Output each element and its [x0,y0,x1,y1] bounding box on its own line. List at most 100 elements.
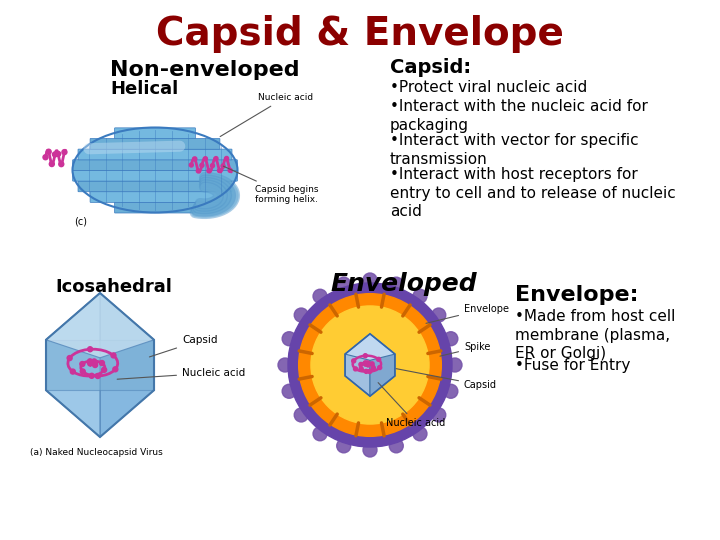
Circle shape [390,277,403,291]
Circle shape [363,443,377,457]
Circle shape [278,358,292,372]
Text: (a) Naked Nucleocapsid Virus: (a) Naked Nucleocapsid Virus [30,448,163,457]
Circle shape [210,164,215,167]
Text: Envelope:: Envelope: [515,285,639,305]
Circle shape [366,363,370,367]
Circle shape [377,357,381,361]
Circle shape [351,359,356,363]
Text: Icosahedral: Icosahedral [55,278,172,296]
Polygon shape [46,340,154,390]
Circle shape [359,367,363,371]
Circle shape [378,366,382,369]
Circle shape [366,361,369,365]
Circle shape [370,362,374,366]
Text: •Interact with host receptors for
entry to cell and to release of nucleic
acid: •Interact with host receptors for entry … [390,167,676,219]
Circle shape [197,169,200,173]
Circle shape [113,367,118,372]
Circle shape [95,374,100,379]
Circle shape [337,439,351,453]
Circle shape [354,367,358,371]
Circle shape [366,362,370,366]
Circle shape [364,361,367,365]
Text: Capsid: Capsid [396,369,497,390]
FancyBboxPatch shape [114,202,195,213]
FancyBboxPatch shape [90,192,220,202]
Text: Envelope: Envelope [426,303,509,323]
Circle shape [93,362,98,368]
Circle shape [359,362,363,367]
Polygon shape [345,334,370,396]
Circle shape [200,163,204,167]
Text: Capsid begins
forming helix.: Capsid begins forming helix. [223,166,318,205]
Circle shape [432,408,446,422]
Circle shape [80,361,85,367]
Circle shape [71,369,76,374]
Circle shape [313,289,327,303]
Circle shape [413,289,427,303]
Circle shape [444,332,458,346]
Circle shape [111,353,116,358]
FancyBboxPatch shape [78,149,232,160]
Polygon shape [100,293,154,437]
Circle shape [88,359,92,364]
Text: Nucleic acid: Nucleic acid [220,93,313,137]
Circle shape [448,358,462,372]
Circle shape [43,155,48,160]
Circle shape [49,161,54,166]
Circle shape [363,273,377,287]
Circle shape [55,151,60,157]
Text: Non-enveloped: Non-enveloped [110,60,300,80]
Circle shape [80,369,85,374]
Text: •Made from host cell
membrane (plasma,
ER or Golgi): •Made from host cell membrane (plasma, E… [515,309,675,361]
Circle shape [207,169,211,173]
Circle shape [62,150,67,154]
Text: Capsid & Envelope: Capsid & Envelope [156,15,564,53]
Text: Nucleic acid: Nucleic acid [378,383,446,429]
Circle shape [204,157,207,161]
FancyBboxPatch shape [90,138,220,149]
Text: (c): (c) [74,217,88,226]
Circle shape [217,168,222,173]
Circle shape [89,373,94,379]
Circle shape [288,283,452,447]
Circle shape [88,361,93,366]
Circle shape [364,362,367,366]
Text: •Protect viral nucleic acid: •Protect viral nucleic acid [390,80,588,95]
Circle shape [67,355,72,361]
Polygon shape [370,334,395,396]
Circle shape [59,161,64,167]
Circle shape [221,164,225,168]
Polygon shape [345,334,395,360]
Circle shape [444,384,458,399]
Circle shape [368,369,372,374]
Polygon shape [46,293,100,437]
Circle shape [364,369,368,373]
Polygon shape [46,293,100,437]
Text: Nucleic acid: Nucleic acid [117,368,246,379]
Text: Spike: Spike [440,342,490,356]
Circle shape [53,152,58,157]
Circle shape [228,168,232,172]
Circle shape [193,157,197,161]
Circle shape [313,427,327,441]
Text: •Interact with vector for specific
transmission: •Interact with vector for specific trans… [390,133,639,167]
Circle shape [390,439,403,453]
Circle shape [282,384,296,399]
Circle shape [88,347,93,352]
Circle shape [311,306,429,424]
Circle shape [337,277,351,291]
FancyBboxPatch shape [73,160,238,171]
Circle shape [189,163,193,167]
Circle shape [294,408,308,422]
Circle shape [372,366,375,370]
Text: •Interact with the nucleic acid for
packaging: •Interact with the nucleic acid for pack… [390,99,648,133]
Circle shape [294,308,308,322]
Circle shape [46,149,51,154]
FancyBboxPatch shape [78,181,232,192]
Text: Capsid: Capsid [150,335,217,357]
Circle shape [432,308,446,322]
Circle shape [214,157,218,160]
Circle shape [91,359,96,364]
Text: Enveloped: Enveloped [330,272,477,296]
Text: •Fuse for Entry: •Fuse for Entry [515,358,631,373]
